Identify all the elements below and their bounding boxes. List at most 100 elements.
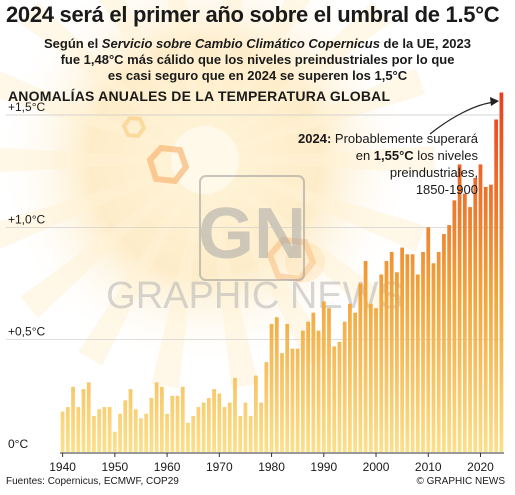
bar-2017 bbox=[462, 193, 467, 452]
bar-1955 bbox=[139, 418, 143, 452]
bar-1993 bbox=[337, 341, 342, 452]
source-note: Fuentes: Copernicus, ECMWF, COP29 bbox=[6, 476, 179, 487]
bar-2006 bbox=[405, 254, 410, 452]
bar-1946 bbox=[92, 416, 96, 452]
bar-1979 bbox=[264, 362, 269, 452]
bar-1983 bbox=[285, 323, 290, 452]
bar-2015 bbox=[452, 200, 457, 452]
y-tick-label: +1,5°C bbox=[8, 100, 45, 114]
annotation-line3: preindustriales, bbox=[389, 165, 478, 180]
bar-2011 bbox=[431, 263, 436, 452]
x-tick-label: 1990 bbox=[310, 460, 337, 474]
y-tick-label: +1,0°C bbox=[8, 212, 45, 226]
bar-1994 bbox=[342, 321, 347, 452]
bar-1940 bbox=[60, 411, 65, 452]
bar-1998 bbox=[363, 261, 368, 452]
bar-1956 bbox=[144, 413, 149, 452]
bar-1978 bbox=[259, 402, 263, 452]
bar-1986 bbox=[301, 330, 305, 452]
bar-1941 bbox=[65, 407, 70, 452]
bar-1969 bbox=[212, 389, 216, 452]
y-tick-label: +0,5°C bbox=[8, 325, 45, 339]
bar-1953 bbox=[128, 389, 133, 452]
subtitle-line3: es casi seguro que en 2024 se superen lo… bbox=[107, 68, 408, 83]
sun-ray bbox=[151, 160, 205, 389]
bar-1990 bbox=[321, 301, 326, 452]
bar-1958 bbox=[154, 382, 159, 452]
bar-2009 bbox=[421, 252, 425, 452]
subtitle-line1-b: de la UE, 2023 bbox=[379, 36, 471, 51]
bar-1997 bbox=[358, 283, 363, 452]
bar-1949 bbox=[107, 407, 112, 452]
y-tick-label: 0°C bbox=[8, 437, 28, 451]
bar-1972 bbox=[227, 402, 232, 452]
bar-2021 bbox=[483, 186, 488, 452]
bar-2001 bbox=[379, 274, 384, 452]
sun-ray bbox=[205, 0, 311, 160]
bar-1963 bbox=[180, 386, 185, 452]
bar-1952 bbox=[123, 400, 128, 452]
sun-ray bbox=[205, 160, 259, 389]
bar-1991 bbox=[327, 308, 331, 452]
bar-1973 bbox=[233, 377, 237, 452]
lens-flare-hexagon-2 bbox=[266, 236, 317, 283]
watermark: GN GRAPHIC NEWS bbox=[106, 175, 404, 317]
bar-1967 bbox=[201, 402, 206, 452]
annotation-line2-rest: los niveles bbox=[413, 148, 478, 163]
bar-1989 bbox=[316, 330, 321, 452]
bar-1966 bbox=[196, 407, 201, 452]
annotation-line1: Probablemente superará bbox=[331, 131, 478, 146]
subtitle-line1-italic: Servicio sobre Cambio Climático Copernic… bbox=[101, 36, 380, 51]
watermark-logo-box bbox=[199, 175, 305, 281]
annotation-arrow bbox=[429, 101, 496, 135]
bar-1962 bbox=[175, 395, 180, 452]
bar-2007 bbox=[410, 254, 415, 452]
bar-2003 bbox=[389, 252, 394, 452]
bar-1977 bbox=[254, 375, 258, 452]
bar-1981 bbox=[274, 317, 279, 452]
x-tick-label: 1940 bbox=[49, 460, 76, 474]
bar-1950 bbox=[112, 431, 117, 452]
bar-1964 bbox=[186, 422, 190, 452]
x-tick-label: 2020 bbox=[467, 460, 494, 474]
sun-ray bbox=[0, 160, 205, 249]
bar-1995 bbox=[348, 303, 352, 452]
bar-2018 bbox=[468, 207, 472, 452]
annotation-value: 1,55°C bbox=[373, 148, 414, 163]
bar-1999 bbox=[368, 303, 373, 452]
bar-1961 bbox=[170, 395, 175, 452]
x-tick-label: 2000 bbox=[363, 460, 390, 474]
bar-1992 bbox=[332, 346, 337, 452]
bar-2013 bbox=[442, 234, 446, 452]
bar-1975 bbox=[243, 402, 248, 452]
bar-1984 bbox=[290, 348, 295, 452]
sun-ray bbox=[166, 0, 205, 160]
bar-2024 bbox=[499, 92, 504, 452]
sun-ray bbox=[205, 1, 390, 160]
sun-rays bbox=[0, 0, 435, 389]
bar-1985 bbox=[295, 348, 300, 452]
watermark-text: GRAPHIC NEWS bbox=[106, 275, 404, 317]
page-title: 2024 será el primer año sobre el umbral … bbox=[6, 2, 500, 27]
bar-2002 bbox=[384, 261, 389, 452]
watermark-logo: GN bbox=[198, 194, 306, 274]
bar-1948 bbox=[102, 407, 107, 452]
bar-2020 bbox=[478, 164, 483, 452]
bar-1959 bbox=[159, 386, 164, 452]
bar-1942 bbox=[71, 386, 75, 452]
bar-1982 bbox=[280, 353, 284, 452]
bar-2008 bbox=[415, 274, 420, 452]
bar-1957 bbox=[149, 398, 154, 452]
x-tick-label: 1970 bbox=[206, 460, 233, 474]
bar-series bbox=[60, 92, 504, 453]
x-axis: 1940 1950 1960 1970 1980 1990 2000 2010 2020 bbox=[49, 453, 494, 474]
bar-1944 bbox=[81, 389, 86, 452]
bar-2000 bbox=[374, 308, 378, 452]
subtitle: Según el Servicio sobre Cambio Climático… bbox=[30, 36, 485, 84]
bar-2016 bbox=[457, 164, 462, 452]
bar-1945 bbox=[86, 382, 91, 452]
x-tick-label: 1980 bbox=[258, 460, 285, 474]
bar-2010 bbox=[426, 227, 431, 452]
bar-1970 bbox=[217, 393, 222, 452]
